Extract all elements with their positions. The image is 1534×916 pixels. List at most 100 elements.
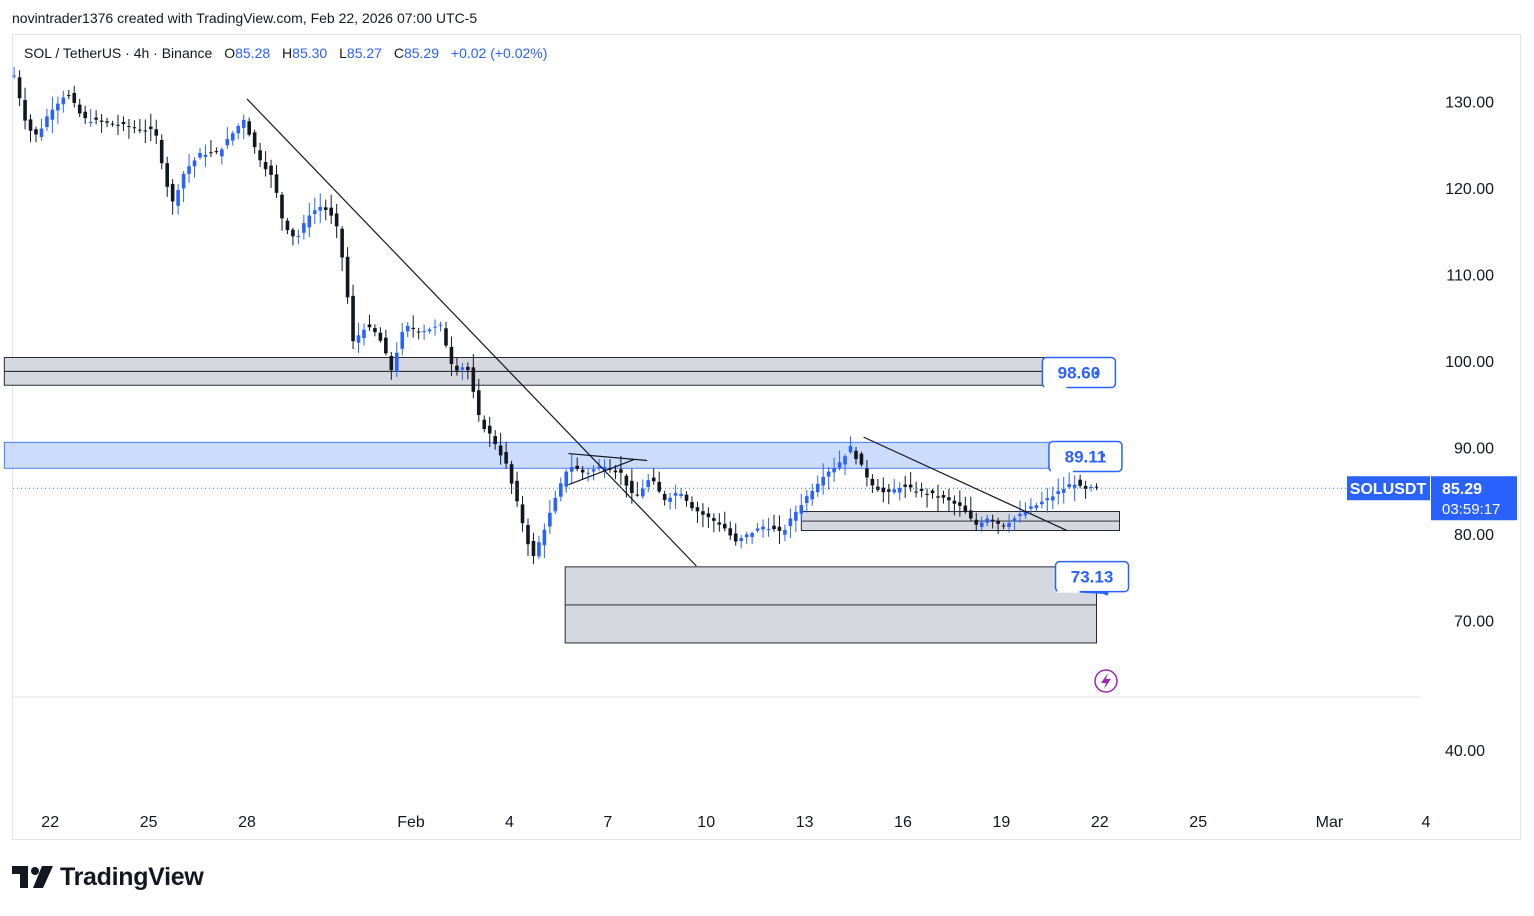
candle-body[interactable] [826, 471, 831, 477]
candle-body[interactable] [132, 127, 137, 129]
lightning-icon[interactable] [1094, 669, 1118, 693]
candle-body[interactable] [996, 520, 1000, 524]
candle-body[interactable] [569, 467, 574, 472]
candle-body[interactable] [427, 329, 432, 332]
candle-body[interactable] [651, 477, 656, 482]
candle-body[interactable] [39, 128, 44, 137]
candle-body[interactable] [766, 529, 771, 531]
candle-body[interactable] [198, 152, 202, 158]
candle-body[interactable] [1078, 479, 1082, 486]
candle-body[interactable] [449, 347, 454, 364]
candle-body[interactable] [280, 194, 284, 219]
short-downtrend-line[interactable] [863, 436, 1068, 532]
candle-body[interactable] [50, 109, 55, 120]
candle-body[interactable] [56, 103, 60, 111]
candle-body[interactable] [329, 207, 333, 216]
candle-body[interactable] [487, 425, 492, 434]
candle-body[interactable] [722, 523, 727, 529]
candle-body[interactable] [662, 493, 667, 500]
candle-body[interactable] [761, 526, 765, 530]
candle-body[interactable] [941, 495, 946, 498]
candle-body[interactable] [176, 190, 180, 206]
candle-body[interactable] [1018, 513, 1022, 517]
candle-body[interactable] [77, 104, 82, 114]
candle-body[interactable] [34, 129, 38, 135]
candle-body[interactable] [433, 326, 437, 328]
candle-body[interactable] [258, 150, 262, 161]
candle-body[interactable] [438, 324, 443, 326]
candle-body[interactable] [334, 213, 339, 227]
candle-body[interactable] [509, 464, 514, 484]
candle-body[interactable] [247, 121, 251, 135]
candle-body[interactable] [312, 210, 317, 214]
candle-body[interactable] [914, 491, 918, 493]
candle-body[interactable] [1029, 506, 1033, 509]
tradingview-logo[interactable]: TradingView [12, 862, 204, 892]
candle-body[interactable] [498, 445, 503, 456]
candle-body[interactable] [684, 494, 689, 501]
candle-body[interactable] [630, 480, 634, 494]
candle-body[interactable] [548, 512, 552, 527]
candle-body[interactable] [220, 149, 224, 157]
candle-body[interactable] [695, 507, 700, 512]
candle-body[interactable] [668, 497, 672, 502]
price-axis[interactable]: 130.00 120.00 110.00 100.00 90.00 80.00 70.00 4… [1445, 95, 1494, 761]
candle-body[interactable] [148, 126, 153, 130]
candle-body[interactable] [717, 522, 722, 525]
candle-body[interactable] [28, 119, 33, 131]
candle-body[interactable] [351, 295, 355, 342]
candle-body[interactable] [476, 390, 481, 416]
candle-body[interactable] [187, 166, 191, 174]
candle-body[interactable] [389, 356, 394, 371]
candle-body[interactable] [99, 120, 104, 122]
candle-body[interactable] [466, 366, 470, 371]
candle-body[interactable] [794, 511, 798, 521]
candle-body[interactable] [471, 367, 476, 392]
candle-body[interactable] [619, 469, 623, 473]
candle-body[interactable] [405, 325, 410, 332]
candle-body[interactable] [580, 469, 585, 473]
candle-body[interactable] [744, 534, 749, 538]
candle-body[interactable] [886, 489, 891, 492]
candle-body[interactable] [159, 139, 164, 164]
candle-body[interactable] [963, 505, 968, 512]
candle-body[interactable] [542, 529, 547, 546]
candle-body[interactable] [340, 228, 344, 258]
candle-body[interactable] [591, 469, 596, 472]
candle-body[interactable] [165, 163, 169, 187]
candle-body[interactable] [110, 123, 115, 125]
candle-body[interactable] [804, 496, 809, 504]
candle-body[interactable] [252, 132, 257, 148]
candle-body[interactable] [1040, 501, 1044, 505]
candle-body[interactable] [66, 95, 71, 97]
candle-body[interactable] [12, 75, 16, 77]
candle-body[interactable] [493, 436, 497, 445]
candle-body[interactable] [706, 513, 711, 518]
candle-body[interactable] [624, 475, 629, 486]
candle-body[interactable] [635, 494, 640, 496]
candle-body[interactable] [181, 173, 186, 189]
candle-body[interactable] [958, 502, 962, 506]
candle-body[interactable] [1067, 484, 1071, 488]
candle-body[interactable] [1089, 486, 1093, 488]
candle-body[interactable] [925, 493, 929, 495]
candle-body[interactable] [936, 496, 940, 498]
candle-body[interactable] [72, 92, 77, 103]
candle-body[interactable] [859, 453, 864, 465]
candle-body[interactable] [968, 510, 973, 519]
candle-body[interactable] [209, 152, 213, 154]
candle-body[interactable] [1001, 525, 1006, 527]
candle-body[interactable] [733, 533, 738, 542]
candle-body[interactable] [1061, 489, 1066, 493]
candle-body[interactable] [83, 111, 87, 119]
candle-body[interactable] [810, 491, 815, 500]
candle-body[interactable] [537, 542, 541, 557]
triangle-upper-line[interactable] [568, 452, 648, 462]
candle-body[interactable] [1045, 498, 1050, 501]
candle-body[interactable] [908, 484, 913, 488]
candle-body[interactable] [105, 121, 109, 123]
candle-body[interactable] [788, 518, 793, 527]
candle-body[interactable] [460, 367, 465, 370]
candle-body[interactable] [947, 497, 951, 501]
candle-body[interactable] [192, 160, 197, 167]
